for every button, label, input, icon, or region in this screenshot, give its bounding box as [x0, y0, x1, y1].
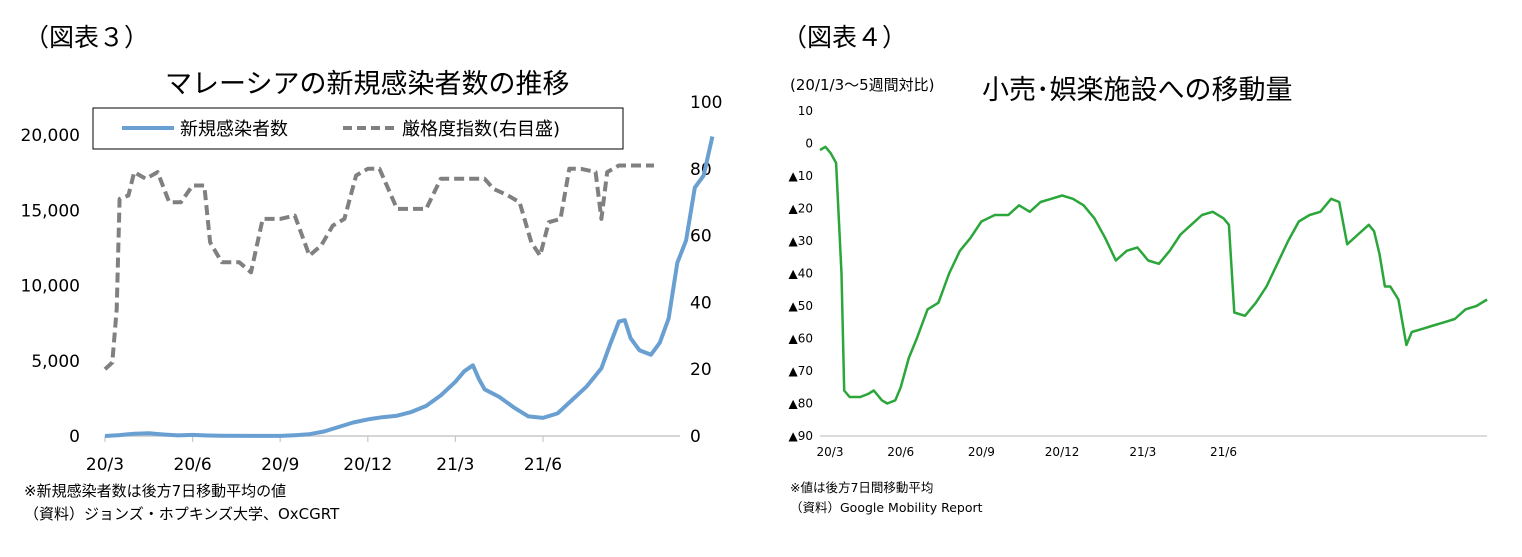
fig3-note: ※新規感染者数は後方7日移動平均の値	[24, 482, 287, 500]
fig4-source: （資料）Google Mobility Report	[790, 500, 983, 515]
y-right-tick-label: 100	[690, 95, 722, 113]
y-left-tick-label: 20,000	[21, 126, 80, 146]
x-tick-label: 20/6	[887, 445, 914, 459]
x-tick-label: 20/9	[261, 455, 299, 475]
y-right-tick-label: 60	[690, 227, 712, 247]
y-left-tick-label: 10,000	[21, 277, 80, 297]
y-tick-label: 10	[798, 104, 813, 118]
fig3-chart: 20/3 20/6 20/9 20/12 21/3 21/6 0 5,000 10,000 15,…	[21, 95, 723, 475]
y-tick-label: ▲80	[789, 397, 814, 411]
fig4-note: ※値は後方7日間移動平均	[790, 480, 934, 495]
y-tick-label: ▲60	[789, 332, 814, 346]
x-tick-label: 21/6	[1210, 445, 1237, 459]
y-tick-label: ▲90	[789, 429, 814, 443]
y-tick-label: 0	[805, 137, 813, 151]
fig3-label: （図表３）	[24, 23, 150, 52]
x-tick-label: 21/3	[1129, 445, 1156, 459]
x-tick-label: 21/6	[524, 455, 562, 475]
y-left-tick-label: 5,000	[31, 352, 80, 372]
y-tick-label: ▲70	[789, 364, 814, 378]
x-tick-label: 20/6	[174, 455, 212, 475]
x-tick-label: 20/3	[817, 445, 844, 459]
y-left-tick-label: 15,000	[21, 201, 80, 221]
fig3-source: （資料）ジョンズ・ホプキンズ大学、OxCGRT	[24, 505, 340, 523]
fig4-label: （図表４）	[782, 23, 908, 52]
x-tick-label: 20/9	[968, 445, 995, 459]
x-tick-label: 20/3	[86, 455, 124, 475]
mobility-line	[819, 145, 1488, 405]
legend-cases-label: 新規感染者数	[180, 119, 288, 140]
x-tick-label: 20/12	[1045, 445, 1080, 459]
y-tick-label: ▲50	[789, 299, 814, 313]
y-tick-label: ▲10	[789, 169, 814, 183]
legend-stringency-label: 厳格度指数(右目盛)	[402, 119, 560, 140]
x-tick-label: 21/3	[436, 455, 474, 475]
y-right-tick-label: 40	[690, 293, 712, 313]
new-cases-line	[104, 136, 715, 438]
x-tick-label: 20/12	[343, 455, 392, 475]
fig4-title: 小売･娯楽施設への移動量	[982, 75, 1293, 106]
stringency-index-line	[103, 163, 654, 371]
y-tick-label: ▲20	[789, 202, 814, 216]
y-right-tick-label: 20	[690, 360, 712, 380]
y-left-tick-label: 0	[69, 427, 80, 447]
y-tick-label: ▲30	[789, 234, 814, 248]
y-tick-label: ▲40	[789, 267, 814, 281]
fig3-title: マレーシアの新規感染者数の推移	[165, 69, 570, 100]
fig4-subtitle: (20/1/3～5週間対比)	[790, 76, 935, 94]
y-right-tick-label: 0	[690, 427, 701, 447]
